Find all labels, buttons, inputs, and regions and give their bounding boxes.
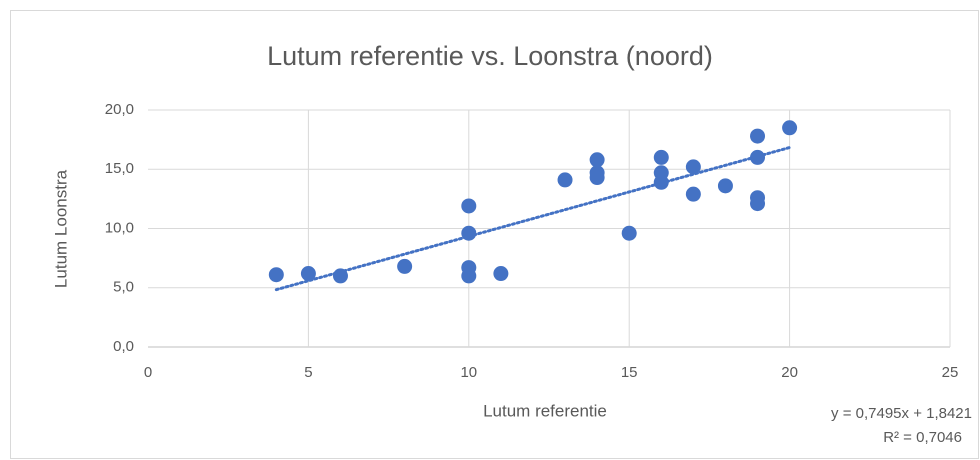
point: [461, 198, 477, 214]
point: [653, 149, 669, 165]
y-tick-label: 10,0: [105, 219, 134, 236]
point: [589, 170, 605, 186]
chart-border: [10, 10, 979, 459]
point: [750, 149, 766, 165]
point: [621, 225, 637, 241]
x-tick-label: 15: [621, 364, 638, 381]
trendline: [274, 146, 792, 292]
y-axis-title: Lutum Loonstra: [51, 169, 70, 288]
trendline-r2: R² = 0,7046: [883, 429, 962, 446]
point: [300, 266, 316, 282]
x-tick-label: 0: [144, 364, 152, 381]
x-tick-label: 5: [304, 364, 312, 381]
x-tick-label: 20: [781, 364, 798, 381]
y-tick-label: 5,0: [113, 279, 134, 296]
point: [589, 152, 605, 168]
point: [268, 267, 284, 283]
y-tick-label: 20,0: [105, 101, 134, 118]
point: [685, 186, 701, 202]
point: [493, 266, 509, 282]
x-axis-title: Lutum referentie: [483, 401, 607, 420]
trendline-equation: y = 0,7495x + 1,8421: [831, 405, 972, 422]
x-tick-label: 10: [460, 364, 477, 381]
point: [557, 172, 573, 188]
point: [461, 268, 477, 284]
point: [653, 174, 669, 190]
chart-title: Lutum referentie vs. Loonstra (noord): [267, 41, 713, 71]
point: [332, 268, 348, 284]
x-tick-label: 25: [942, 364, 959, 381]
point: [717, 178, 733, 194]
point: [397, 258, 413, 274]
point: [750, 196, 766, 212]
y-tick-label: 15,0: [105, 160, 134, 177]
point: [782, 120, 798, 136]
point: [461, 225, 477, 241]
point: [750, 128, 766, 144]
y-tick-label: 0,0: [113, 338, 134, 355]
point: [685, 159, 701, 175]
